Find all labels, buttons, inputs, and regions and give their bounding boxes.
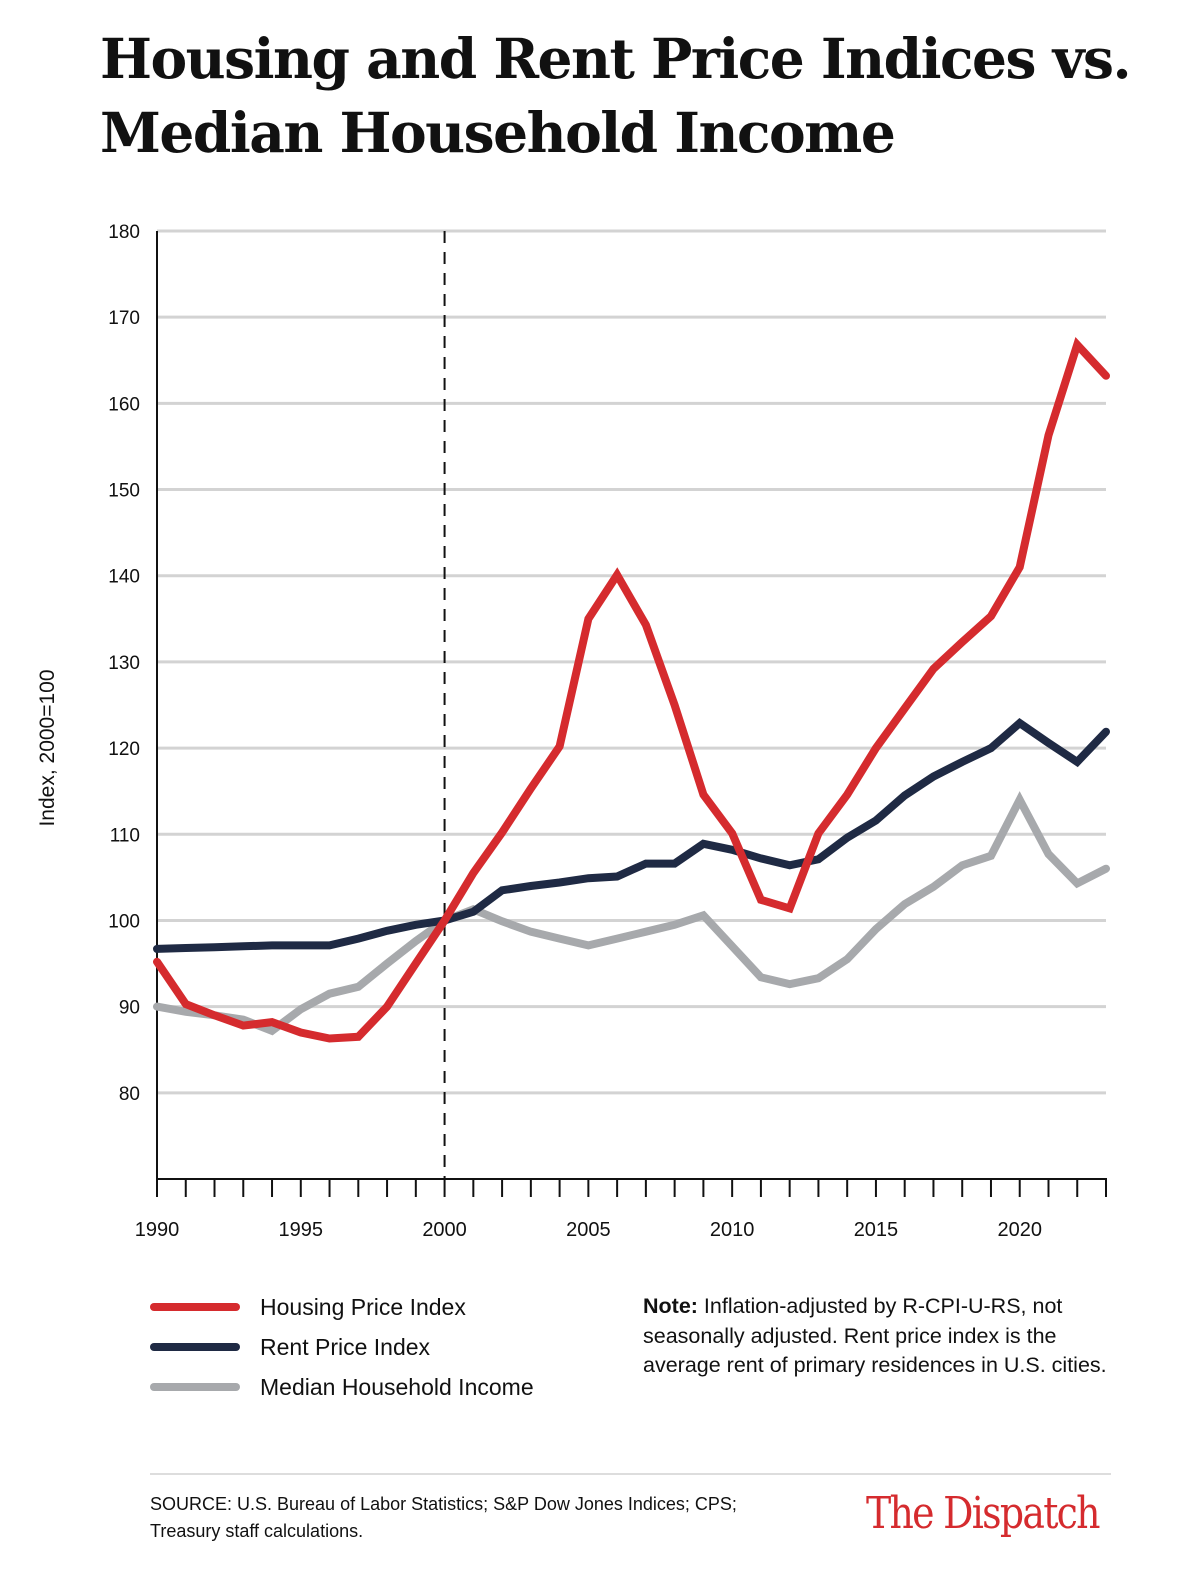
legend-label-rent: Rent Price Index: [260, 1333, 431, 1360]
series-line-median-household-income: [153, 791, 1110, 1036]
legend-item-housing: Housing Price Index: [150, 1290, 610, 1324]
note-text: Inflation-adjusted by R-CPI-U-RS, not se…: [643, 1294, 1107, 1377]
x-tick-label: 1990: [135, 1219, 180, 1241]
legend-label-income: Median Household Income: [260, 1373, 534, 1400]
footer-divider: [150, 1473, 1111, 1475]
legend-swatch-rent: [150, 1343, 240, 1351]
chart-note: Note: Inflation-adjusted by R-CPI-U-RS, …: [643, 1292, 1123, 1381]
title-line-1: Housing and Rent Price Indices vs.: [100, 26, 1132, 91]
x-tick-label: 2015: [854, 1219, 899, 1241]
y-tick-label: 160: [108, 394, 140, 415]
legend-label-housing: Housing Price Index: [260, 1293, 466, 1320]
chart-title: Housing and Rent Price Indices vs. Media…: [100, 22, 1160, 170]
y-tick-label: 130: [108, 653, 140, 674]
y-tick-label: 150: [108, 481, 140, 502]
y-tick-label: 120: [108, 739, 140, 760]
title-line-2: Median Household Income: [100, 100, 896, 165]
y-tick-label: 140: [108, 567, 140, 588]
line-chart: 80 90 100 110 120 130 140 150 160 170 180 1990 1995…: [36, 222, 1110, 1241]
legend-swatch-housing: [150, 1303, 240, 1311]
x-tick-label: 1995: [279, 1219, 324, 1241]
y-tick-label: 90: [119, 998, 140, 1019]
note-label: Note:: [643, 1294, 698, 1318]
legend-item-rent: Rent Price Index: [150, 1330, 610, 1364]
the-dispatch-logo: The Dispatch: [866, 1488, 1101, 1539]
x-tick-label: 2005: [566, 1219, 611, 1241]
y-axis-label: Index, 2000=100: [36, 669, 59, 826]
y-tick-label: 170: [108, 308, 140, 329]
legend-item-income: Median Household Income: [150, 1370, 610, 1404]
y-tick-label: 80: [119, 1084, 140, 1105]
legend-swatch-income: [150, 1383, 240, 1391]
y-tick-label: 110: [110, 825, 140, 846]
series-line-rent-price-index: [153, 718, 1110, 953]
x-tick-label: 2000: [422, 1219, 467, 1241]
y-tick-label: 180: [108, 222, 140, 243]
x-tick-label: 2010: [710, 1219, 755, 1241]
source-text: SOURCE: U.S. Bureau of Labor Statistics;…: [150, 1494, 737, 1541]
series-line-housing-price-index: [153, 337, 1110, 1043]
y-tick-label: 100: [108, 911, 140, 932]
x-tick-label: 2020: [997, 1219, 1042, 1241]
